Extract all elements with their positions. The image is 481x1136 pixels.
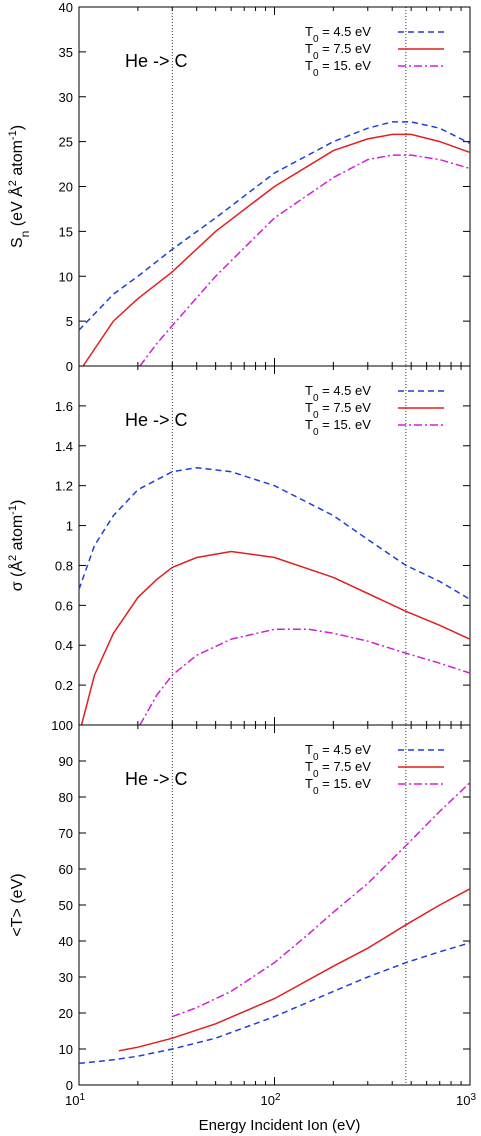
y-tick-label: 0	[66, 1078, 73, 1093]
annotation: He -> C	[125, 410, 188, 430]
annotation: He -> C	[125, 769, 188, 789]
y-tick-label: 15	[59, 224, 73, 239]
series-line-3	[139, 154, 471, 367]
y-tick-label: 90	[59, 754, 73, 769]
y-tick-label: 0	[66, 359, 73, 374]
series-line-3	[139, 628, 471, 726]
y-tick-label: 0.6	[55, 598, 73, 613]
y-axis-label: σ (Å2 atom-1)	[7, 500, 26, 592]
x-axis-label: Energy Incident Ion (eV)	[199, 1117, 361, 1134]
y-tick-label: 0.4	[55, 638, 73, 653]
y-tick-label: 40	[59, 934, 73, 949]
series-line-1	[78, 121, 471, 331]
y-tick-label: 60	[59, 862, 73, 877]
y-tick-label: 1	[66, 519, 73, 534]
y-tick-label: 5	[66, 314, 73, 329]
y-tick-label: 0.8	[55, 558, 73, 573]
y-tick-label: 10	[59, 269, 73, 284]
y-tick-label: 25	[59, 135, 73, 150]
y-tick-label: 30	[59, 970, 73, 985]
annotation: He -> C	[125, 51, 188, 71]
y-tick-label: 100	[51, 718, 73, 733]
y-tick-label: 1.2	[55, 479, 73, 494]
y-tick-label: 30	[59, 90, 73, 105]
y-tick-label: 1.4	[55, 439, 73, 454]
y-tick-label: 20	[59, 1006, 73, 1021]
series-line-2	[80, 550, 471, 726]
y-tick-label: 35	[59, 45, 73, 60]
y-tick-label: 70	[59, 826, 73, 841]
x-tick-label: 103	[456, 1092, 476, 1109]
series-line-2	[118, 888, 471, 1052]
series-line-2	[82, 133, 471, 367]
y-tick-label: 0.2	[55, 678, 73, 693]
series-line-3	[172, 782, 471, 1018]
panel-2: 0.20.40.60.811.21.41.6He -> CT0 = 4.5 eV…	[7, 365, 471, 726]
x-tick-label: 102	[260, 1092, 280, 1109]
series-line-1	[78, 942, 471, 1065]
y-tick-label: 10	[59, 1042, 73, 1057]
y-tick-label: 1.6	[55, 399, 73, 414]
y-tick-label: 40	[59, 0, 73, 15]
x-tick-label: 101	[65, 1092, 85, 1109]
y-axis-label: Sn (eV Å2 atom-1)	[7, 125, 32, 248]
y-tick-label: 80	[59, 790, 73, 805]
y-tick-label: 50	[59, 898, 73, 913]
y-axis-label: <T> (eV)	[9, 873, 26, 936]
series-line-1	[78, 466, 471, 601]
y-tick-label: 20	[59, 180, 73, 195]
